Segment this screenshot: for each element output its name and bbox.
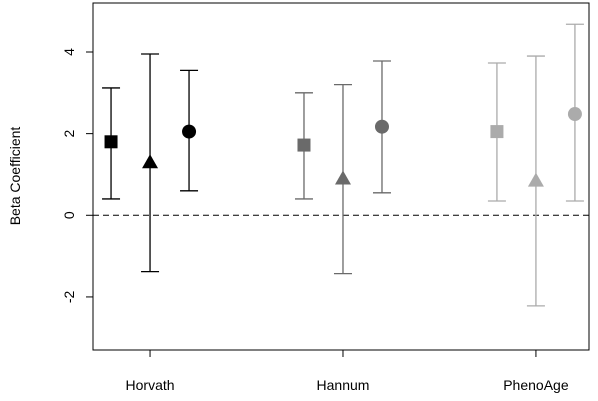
- y-axis: -2 0 2 4: [61, 48, 93, 303]
- x-tick-label: PhenoAge: [503, 377, 569, 393]
- point-square: [490, 125, 504, 139]
- point-square: [104, 135, 118, 149]
- plot-marks: [102, 23, 584, 307]
- x-axis: Horvath Hannum PhenoAge: [126, 350, 569, 393]
- point-circle: [182, 124, 197, 139]
- point-square: [297, 138, 311, 152]
- point-circle: [374, 119, 389, 134]
- y-tick-label: 0: [61, 211, 77, 219]
- point-triangle: [527, 172, 544, 187]
- y-tick-label: 2: [61, 130, 77, 138]
- point-circle: [567, 107, 582, 122]
- plot-frame: [92, 2, 590, 351]
- point-triangle: [334, 170, 351, 185]
- y-tick-label: -2: [61, 290, 77, 303]
- x-tick-label: Horvath: [126, 377, 175, 393]
- point-triangle: [142, 154, 159, 169]
- y-axis-title: Beta Coefficient: [7, 127, 23, 226]
- y-tick-label: 4: [61, 48, 77, 56]
- x-tick-label: Hannum: [317, 377, 370, 393]
